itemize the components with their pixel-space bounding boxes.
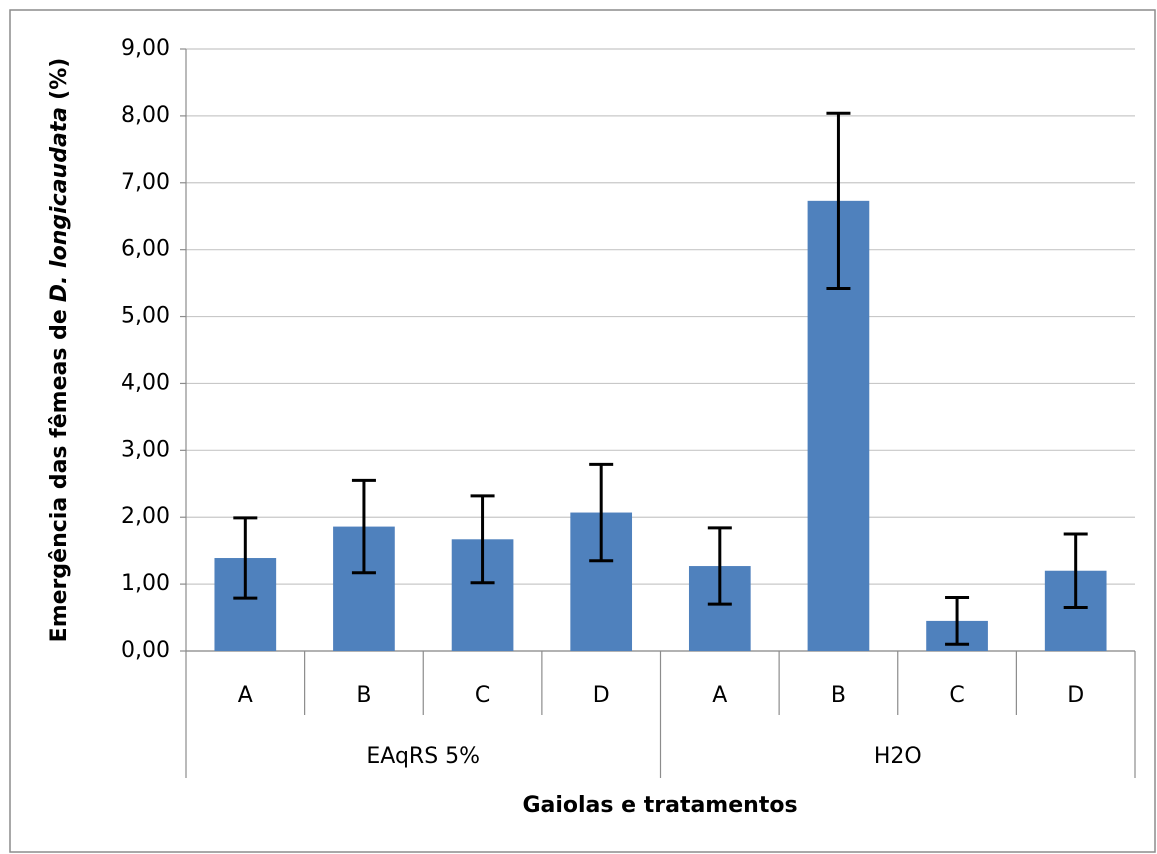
error-bar (233, 516, 258, 600)
error-bar (589, 462, 614, 563)
y-tick-label: 9,00 (121, 36, 170, 61)
y-tick-label: 2,00 (121, 504, 170, 529)
y-title-text: Emergência das fêmeas de (47, 309, 72, 642)
error-bar (351, 478, 376, 575)
error-bar (1063, 532, 1088, 610)
error-bar (470, 494, 495, 585)
x-tick-label: D (1067, 683, 1084, 708)
x-axis-title: Gaiolas e tratamentos (522, 793, 797, 818)
x-tick-label: D (593, 683, 610, 708)
error-bar (826, 111, 851, 290)
group-label: H2O (874, 744, 922, 769)
x-tick-label: A (238, 683, 253, 708)
x-tick-label: A (712, 683, 727, 708)
error-bar (707, 526, 732, 606)
x-tick-label: B (356, 683, 371, 708)
y-tick-label: 0,00 (121, 638, 170, 663)
group-label: EAqRS 5% (366, 744, 480, 769)
y-tick-label: 3,00 (121, 437, 170, 462)
y-tick-label: 4,00 (121, 370, 170, 395)
y-tick-label: 6,00 (121, 237, 170, 262)
y-tick-label: 8,00 (121, 103, 170, 128)
y-tick-label: 5,00 (121, 304, 170, 329)
y-axis-title: Emergência das fêmeas de D. longicaudata (… (47, 58, 72, 643)
chart-frame (9, 9, 1156, 853)
error-bar (945, 595, 970, 646)
x-tick-label: B (831, 683, 846, 708)
x-tick-label: C (475, 683, 490, 708)
y-title-italic: D. longicaudata (47, 107, 72, 302)
y-tick-label: 1,00 (121, 571, 170, 596)
x-tick-label: C (949, 683, 964, 708)
y-tick-label: 7,00 (121, 170, 170, 195)
y-title-unit: (%) (47, 58, 72, 100)
